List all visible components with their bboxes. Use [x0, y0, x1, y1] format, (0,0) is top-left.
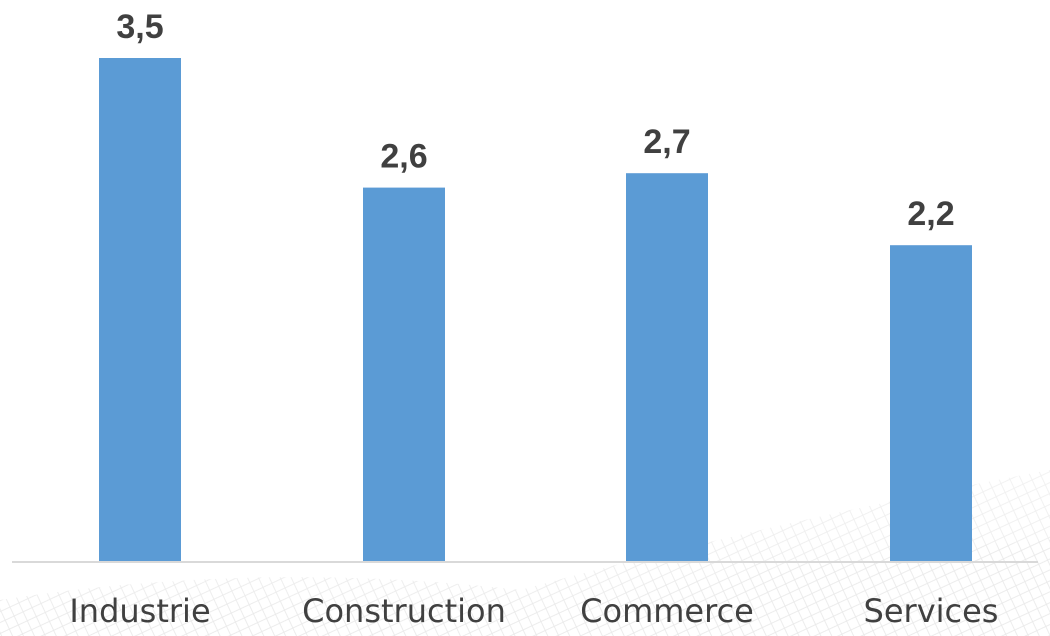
bar-services: [890, 245, 972, 562]
category-label-services: Services: [864, 592, 999, 630]
data-label-services: 2,2: [907, 195, 954, 233]
bars-layer: [99, 58, 972, 562]
data-label-construction: 2,6: [380, 138, 427, 176]
labels-layer: 3,5 Industrie 2,6 Construction 2,7 Commerce 2,…: [69, 8, 998, 630]
category-label-industrie: Industrie: [69, 592, 210, 630]
data-label-industrie: 3,5: [116, 8, 163, 46]
category-label-commerce: Commerce: [580, 592, 754, 630]
bar-construction: [363, 187, 445, 562]
category-label-construction: Construction: [302, 592, 506, 630]
data-label-commerce: 2,7: [643, 123, 690, 161]
bar-industrie: [99, 58, 181, 562]
bar-commerce: [626, 173, 708, 562]
background-mesh-decoration: [0, 470, 1050, 636]
